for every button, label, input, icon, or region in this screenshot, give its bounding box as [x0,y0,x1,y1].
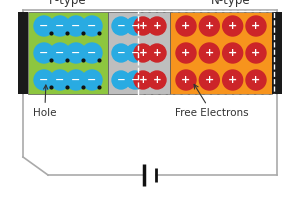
Text: +: + [205,48,214,58]
Text: −: − [130,75,140,85]
Circle shape [126,44,144,62]
Text: +: + [153,48,161,58]
Circle shape [148,71,166,89]
Text: +: + [139,48,147,58]
Text: +: + [251,21,261,31]
Circle shape [66,16,86,36]
Text: −: − [71,75,81,85]
Circle shape [199,43,219,63]
Text: +: + [228,48,237,58]
Circle shape [246,43,266,63]
Circle shape [199,70,219,90]
Text: −: − [39,48,49,58]
Bar [138,11,274,95]
Circle shape [66,70,86,90]
Text: +: + [139,21,147,31]
Circle shape [82,70,102,90]
Circle shape [126,71,144,89]
Circle shape [199,16,219,36]
Circle shape [148,44,166,62]
Text: −: − [55,48,65,58]
Circle shape [246,16,266,36]
Text: P-type: P-type [49,0,87,7]
Circle shape [223,16,243,36]
Circle shape [176,16,196,36]
Text: −: − [117,48,125,58]
Text: +: + [182,48,190,58]
Text: +: + [182,75,190,85]
Text: +: + [251,75,261,85]
Text: −: − [130,48,140,58]
Circle shape [112,17,130,35]
Text: −: − [87,48,97,58]
Text: Hole: Hole [33,85,56,118]
Text: −: − [55,21,65,31]
Circle shape [112,44,130,62]
Circle shape [34,43,54,63]
Circle shape [148,17,166,35]
Text: −: − [39,21,49,31]
Circle shape [134,17,152,35]
Bar [18,12,28,94]
Text: −: − [87,21,97,31]
Circle shape [34,16,54,36]
Bar [272,12,282,94]
Circle shape [50,43,70,63]
Circle shape [176,43,196,63]
Text: Free Electrons: Free Electrons [175,85,249,118]
Circle shape [50,16,70,36]
Circle shape [34,70,54,90]
Text: −: − [117,75,125,85]
Text: −: − [117,21,125,31]
Circle shape [223,43,243,63]
Text: −: − [39,75,49,85]
Circle shape [112,71,130,89]
Text: N-type: N-type [211,0,251,7]
Text: −: − [130,21,140,31]
Text: −: − [87,75,97,85]
Text: +: + [153,21,161,31]
Circle shape [126,17,144,35]
Text: +: + [251,48,261,58]
Text: +: + [228,21,237,31]
Circle shape [246,70,266,90]
Text: +: + [205,21,214,31]
Circle shape [134,44,152,62]
Circle shape [176,70,196,90]
Circle shape [223,70,243,90]
Bar [28,12,108,94]
Text: +: + [228,75,237,85]
Text: +: + [205,75,214,85]
Circle shape [50,70,70,90]
Text: −: − [71,48,81,58]
Circle shape [82,43,102,63]
Circle shape [134,71,152,89]
Bar [170,12,272,94]
Text: −: − [55,75,65,85]
Circle shape [82,16,102,36]
Bar [108,12,170,94]
Text: −: − [71,21,81,31]
Circle shape [66,43,86,63]
Text: +: + [182,21,190,31]
Text: +: + [139,75,147,85]
Text: +: + [153,75,161,85]
